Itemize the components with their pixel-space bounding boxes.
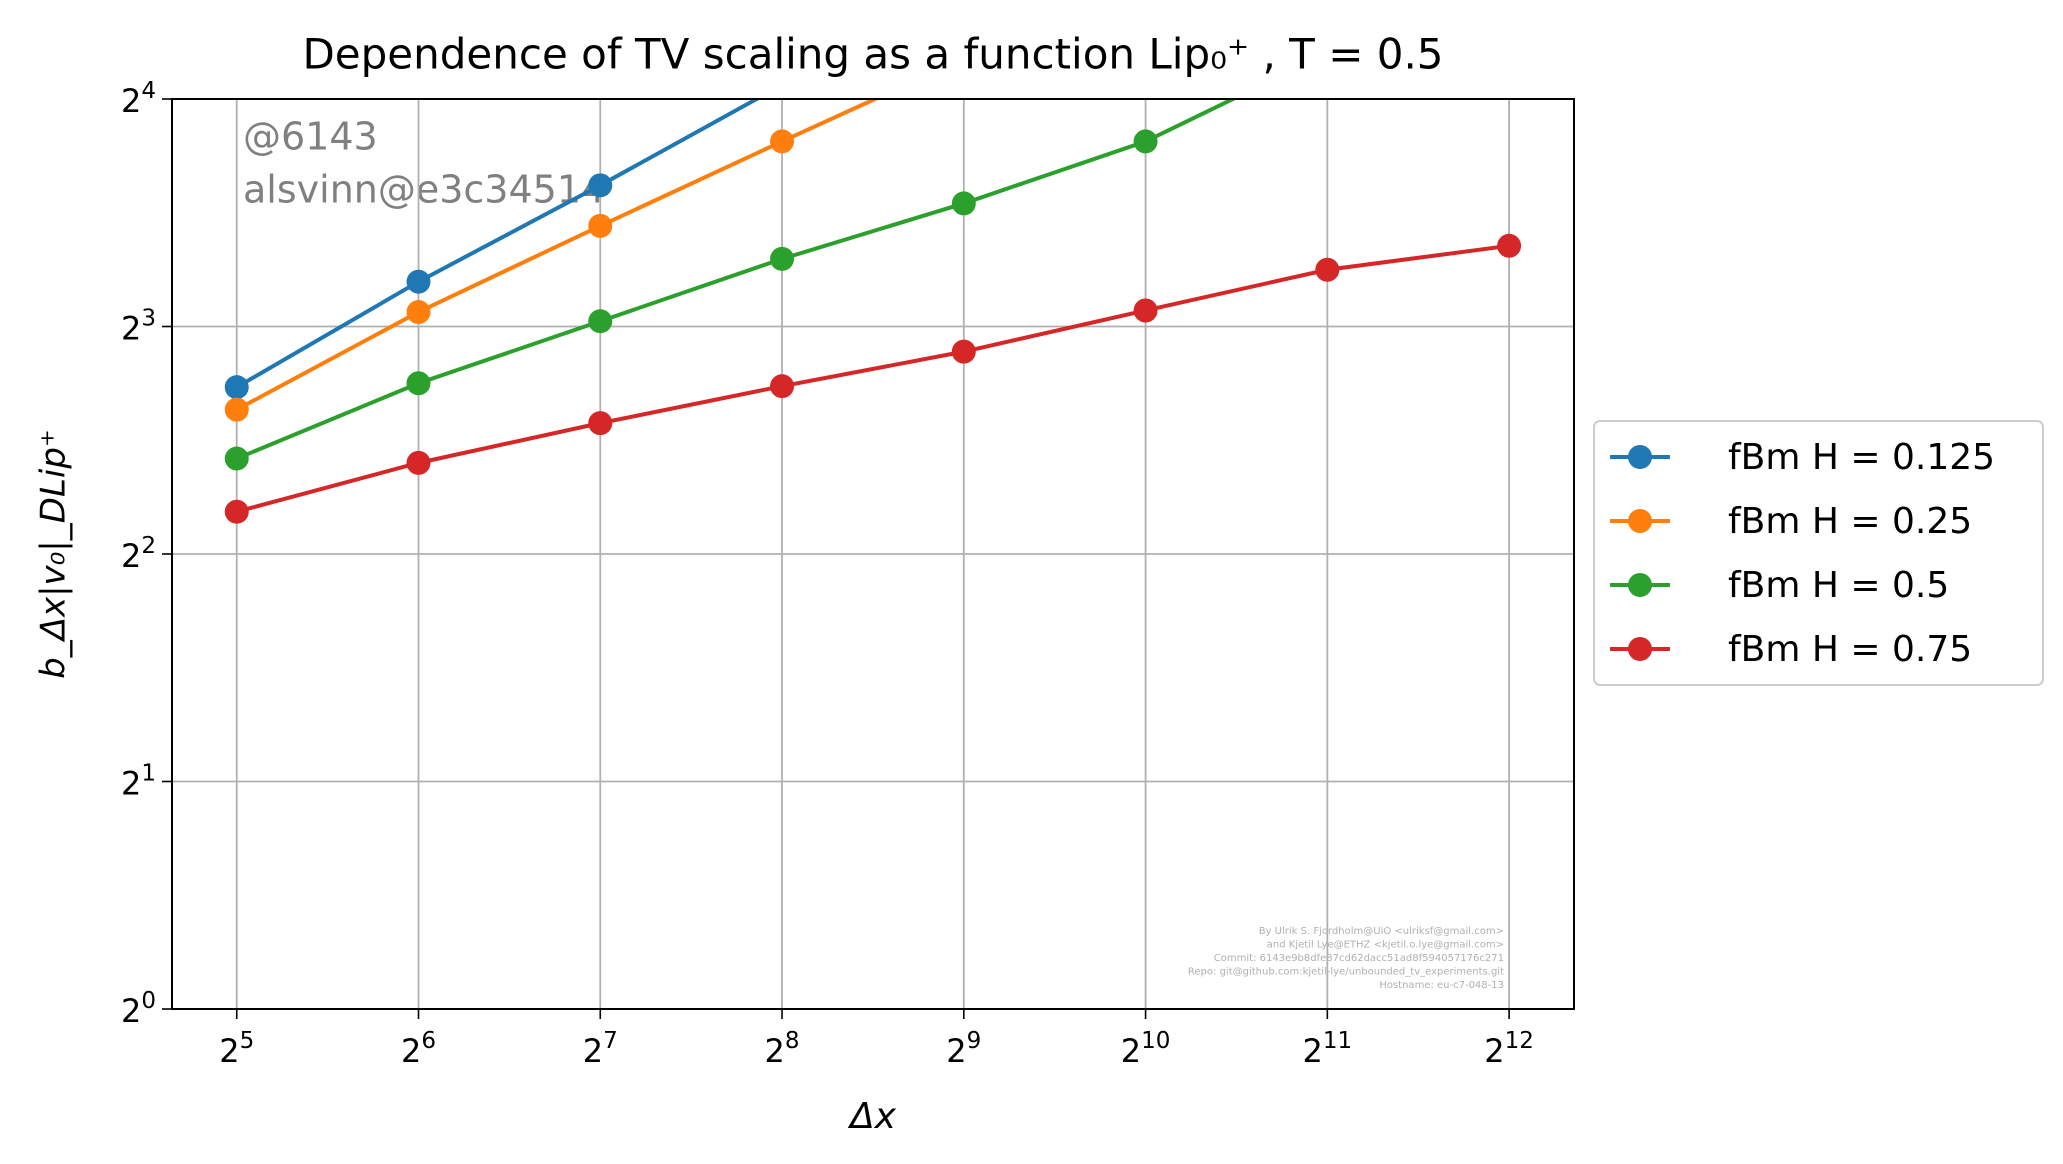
series-layer: [224, 99, 1522, 524]
plot-frame: [171, 98, 1575, 1010]
data-point: [1133, 129, 1158, 154]
y-tick-label: 21: [121, 760, 156, 803]
x-tick-label: 210: [1121, 1028, 1171, 1071]
data-point: [224, 499, 249, 524]
data-point: [224, 375, 249, 400]
x-tick-label: 26: [401, 1028, 436, 1071]
legend-label: fBm H = 0.125: [1728, 437, 1995, 478]
footer-text: Repo: git@github.com:kjetil-lye/unbounde…: [1188, 967, 1504, 978]
legend-label: fBm H = 0.25: [1728, 501, 1972, 542]
legend-label: fBm H = 0.5: [1728, 565, 1949, 606]
y-axis-label: b_Δx|v₀|_DLip⁺: [34, 429, 74, 679]
data-point: [588, 173, 613, 198]
data-point: [224, 446, 249, 471]
annotation: @6143: [243, 115, 378, 159]
x-axis-label: Δx: [847, 1096, 897, 1137]
annotation: alsvinn@e3c34514: [243, 168, 605, 212]
data-point: [770, 374, 795, 399]
legend-marker: [1628, 509, 1652, 533]
data-point: [770, 246, 795, 271]
data-point: [224, 397, 249, 422]
chart-title: Dependence of TV scaling as a function L…: [302, 30, 1443, 79]
footer-text: Commit: 6143e9b8dfe87cd62dacc51ad8f59405…: [1214, 953, 1504, 964]
data-point: [588, 411, 613, 436]
x-tick-label: 25: [219, 1028, 254, 1071]
y-tick-label: 22: [121, 533, 156, 576]
series-line: [236, 243, 1510, 514]
data-point: [406, 300, 431, 325]
data-point: [770, 129, 795, 154]
x-tick-label: 29: [946, 1028, 981, 1071]
y-tick-label: 23: [121, 305, 156, 348]
data-point: [406, 269, 431, 294]
x-tick-label: 211: [1303, 1028, 1353, 1071]
legend-marker: [1628, 637, 1652, 661]
footer-text: Hostname: eu-c7-048-13: [1379, 980, 1504, 991]
data-point: [588, 213, 613, 238]
legend-marker: [1628, 573, 1652, 597]
x-tick-label: 212: [1484, 1028, 1534, 1071]
x-tick-label: 28: [765, 1028, 800, 1071]
series-line: [235, 99, 761, 389]
x-tick-label: 27: [583, 1028, 618, 1071]
data-point: [406, 450, 431, 475]
data-point: [406, 371, 431, 396]
y-tick-label: 24: [121, 78, 156, 121]
data-point: [1497, 233, 1522, 258]
data-point: [588, 309, 613, 334]
legend-marker: [1628, 445, 1652, 469]
data-point: [1315, 257, 1340, 282]
legend-box: [1593, 420, 2044, 686]
legend-label: fBm H = 0.75: [1728, 629, 1972, 670]
footer-text: By Ulrik S. Fjordholm@UiO <ulriksf@gmail…: [1259, 926, 1504, 937]
data-point: [951, 339, 976, 364]
y-tick-label: 20: [121, 988, 156, 1031]
data-point: [951, 191, 976, 216]
data-point: [1133, 298, 1158, 323]
footer-text: and Kjetil Lye@ETHZ <kjetil.o.lye@gmail.…: [1267, 940, 1504, 951]
